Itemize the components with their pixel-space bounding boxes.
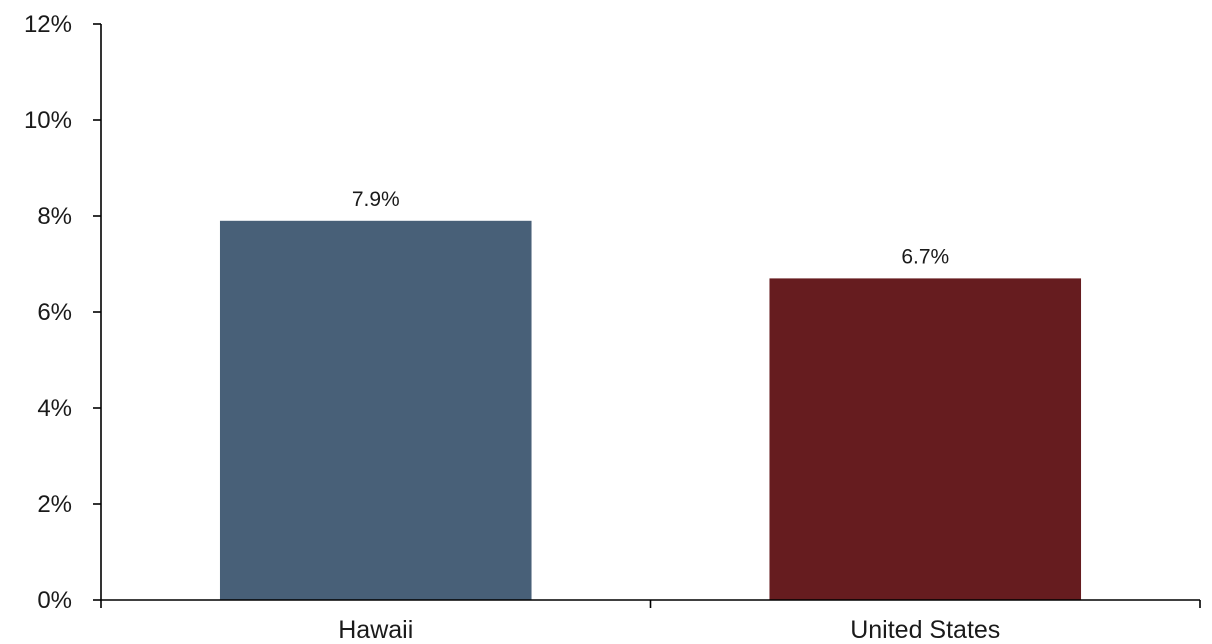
y-tick-label: 2%	[37, 491, 72, 518]
y-tick-label: 0%	[37, 587, 72, 614]
bar-value-label: 7.9%	[352, 188, 400, 211]
y-tick-label: 8%	[37, 203, 72, 230]
bars: 7.9% 6.7%	[219, 188, 1082, 601]
x-category-label: Hawaii	[338, 616, 413, 644]
y-tick-label: 10%	[24, 107, 72, 134]
x-category-label: United States	[850, 616, 1000, 644]
y-tick-label: 6%	[37, 299, 72, 326]
y-tick-label: 12%	[24, 11, 72, 38]
y-axis: 0% 2% 4% 6% 8% 10% 12%	[24, 11, 102, 614]
bar-0	[219, 220, 532, 601]
y-tick-label: 4%	[37, 395, 72, 422]
x-axis: Hawaii United States	[100, 599, 1201, 644]
bar-1	[769, 278, 1082, 600]
bar-value-label: 6.7%	[901, 245, 949, 268]
